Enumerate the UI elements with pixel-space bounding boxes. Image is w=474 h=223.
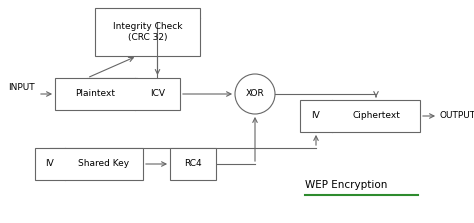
Text: IV: IV: [311, 112, 320, 120]
Text: Shared Key: Shared Key: [78, 159, 129, 169]
Text: WEP Encryption: WEP Encryption: [305, 180, 387, 190]
Bar: [95, 8, 200, 56]
Bar: [35, 148, 143, 180]
Bar: [300, 100, 420, 132]
Text: IV: IV: [46, 159, 55, 169]
Text: OUTPUT: OUTPUT: [440, 112, 474, 120]
Bar: [170, 148, 216, 180]
Text: INPUT: INPUT: [8, 83, 35, 93]
Text: XOR: XOR: [246, 89, 264, 99]
Text: Integrity Check
(CRC 32): Integrity Check (CRC 32): [113, 22, 182, 42]
Text: RC4: RC4: [184, 159, 202, 169]
Text: Plaintext: Plaintext: [75, 89, 115, 99]
Text: ICV: ICV: [150, 89, 165, 99]
Bar: [55, 78, 180, 110]
Text: Ciphertext: Ciphertext: [352, 112, 400, 120]
